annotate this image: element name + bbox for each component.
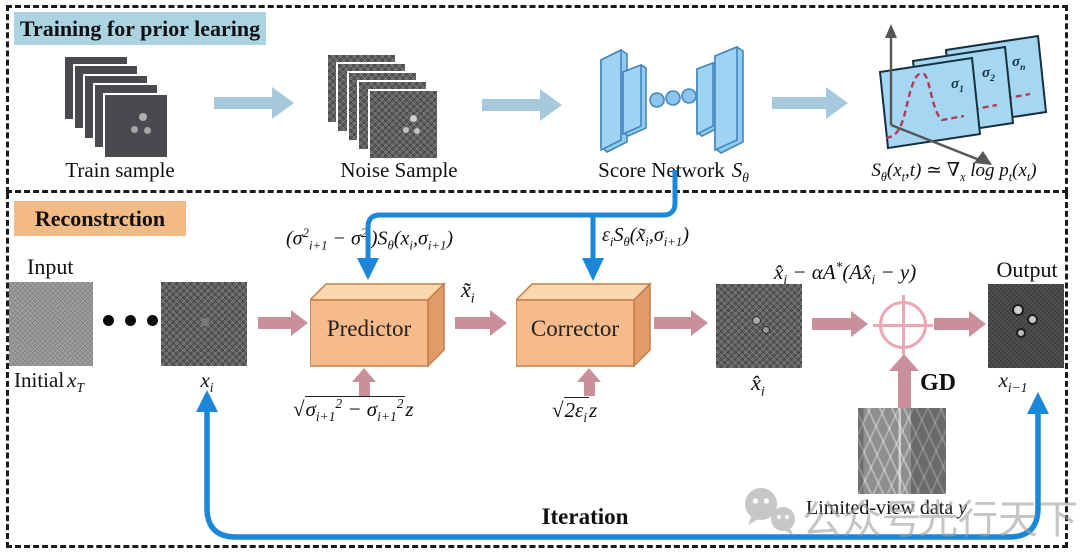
score-distribution-planes — [878, 24, 1048, 165]
data-consistency-equation: x̂i − αA*(Ax̂i − y) — [774, 259, 917, 288]
xhat-label: x̂i — [751, 370, 765, 400]
initial-xt-label: Initial xT — [14, 368, 84, 396]
limited-view-data-image — [858, 408, 946, 494]
training-equation: Sθ(xt,t) ≃ ∇x log pt(xt) — [871, 160, 1037, 184]
predictor-noise-arrow — [350, 368, 378, 396]
reconstruction-section-title: Reconstrction — [14, 201, 186, 236]
sigma1-label: σ1 — [951, 76, 964, 95]
predictor-box — [310, 282, 446, 368]
predictor-input-equation: (σ2i+1 − σ2i)Sθ(xi,σi+1) — [286, 226, 454, 253]
output-image — [988, 284, 1064, 368]
corrector-noise-equation: √2εiz — [552, 397, 598, 426]
flow-arrow-xhat-to-dc — [812, 311, 868, 337]
score-network-label: Score Network Sθ — [598, 158, 749, 186]
watermark-text-2: 光行天下 — [918, 497, 1078, 543]
train-sample-label: Train sample — [65, 158, 175, 182]
training-section-title: Training for prior learing — [14, 12, 266, 45]
initial-xt-image — [9, 282, 93, 366]
xi-label: xi — [200, 368, 214, 396]
flow-arrow-predictor-to-corrector — [455, 310, 507, 336]
noise-sample-label: Noise Sample — [340, 158, 458, 182]
gd-arrow — [887, 354, 921, 408]
score-network-connector-line — [357, 170, 678, 281]
iteration-label: Iteration — [541, 504, 629, 529]
score-network-icon — [600, 45, 744, 154]
predictor-label: Predictor — [326, 316, 412, 341]
xtilde-label: x̃i — [461, 277, 475, 307]
flow-arrow-corrector-to-xhat — [654, 310, 708, 336]
input-label: Input — [27, 254, 74, 279]
flow-arrow-dc-to-output — [934, 311, 986, 337]
xhat-image — [716, 284, 802, 368]
wechat-icon — [745, 488, 795, 536]
training-section-frame — [6, 5, 1068, 193]
corrector-noise-arrow — [575, 368, 603, 396]
flow-arrow-network-to-distributions — [772, 86, 848, 120]
iteration-loop-line — [196, 390, 1049, 540]
flow-arrow-xi-to-predictor — [258, 310, 308, 336]
predictor-noise-equation: √σi+12 − σi+12z — [293, 396, 414, 425]
sigman-label: σn — [1012, 54, 1026, 73]
corrector-label: Corrector — [530, 316, 620, 341]
corrector-input-equation: εiSθ(x̃i,σi+1) — [602, 224, 689, 249]
sum-operator-icon — [873, 295, 933, 355]
output-symbol-label: xi−1 — [998, 368, 1028, 396]
flow-arrow-noise-to-network — [482, 88, 562, 122]
corrector-box — [516, 282, 652, 368]
xi-image — [161, 282, 247, 366]
sigma2-label: σ2 — [982, 65, 995, 84]
gd-label: GD — [920, 370, 956, 396]
watermark-text-1: 公众号 — [802, 497, 922, 543]
limited-view-data-label: Limited-view data y — [806, 497, 968, 519]
flow-arrow-train-to-noise — [214, 86, 294, 120]
reconstruction-section-frame — [6, 193, 1068, 548]
output-label: Output — [996, 257, 1058, 282]
ellipsis-dots — [103, 315, 161, 327]
